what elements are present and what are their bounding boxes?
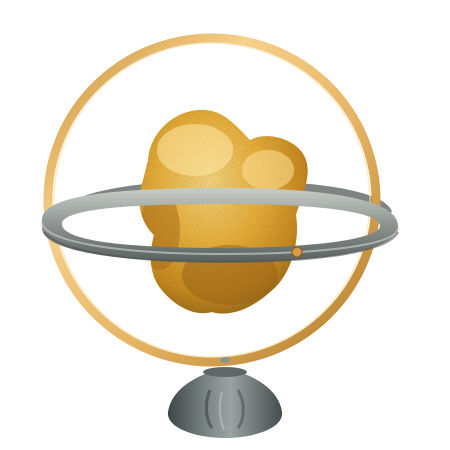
ring-pivot <box>220 357 230 363</box>
stand-base <box>167 368 283 438</box>
gold-nugget <box>139 109 308 314</box>
horizontal-steel-ring <box>41 188 399 264</box>
vertical-gold-ring <box>43 33 381 367</box>
ring-peg <box>291 246 303 258</box>
